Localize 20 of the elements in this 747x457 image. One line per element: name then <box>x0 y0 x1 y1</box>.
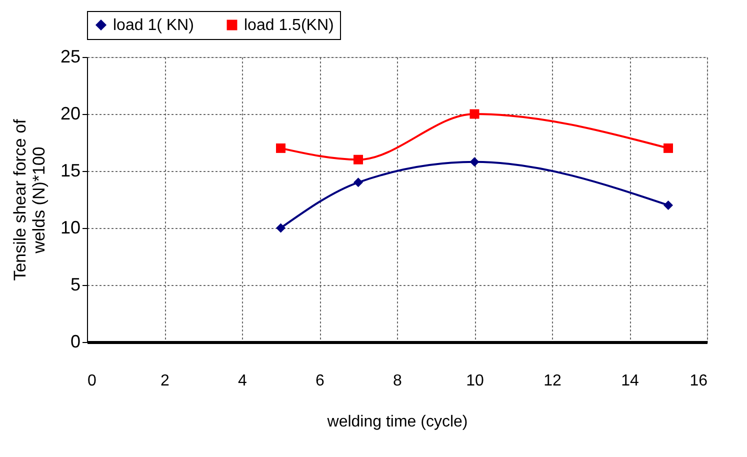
text: welds (N)*100 <box>29 146 48 254</box>
text: Tensile shear force of <box>10 119 30 281</box>
y-tick-label: 5 <box>70 274 80 294</box>
legend-label: load 1( KN) <box>113 17 194 34</box>
x-tick-label: 10 <box>466 372 484 390</box>
y-tick-label: 0 <box>70 332 80 352</box>
x-tick-label: 0 <box>88 372 96 390</box>
x-tick-label: 2 <box>160 372 170 390</box>
y-tick-label: 25 <box>60 46 80 66</box>
y-tick-label: 15 <box>60 160 80 180</box>
x-tick-label: 16 <box>690 372 708 390</box>
x-tick-label: 14 <box>621 372 639 390</box>
x-tick-label: 12 <box>544 372 562 390</box>
x-axis-title: welding time (cycle) <box>326 414 468 430</box>
y-tick-label: 10 <box>60 218 80 238</box>
legend-label: load 1.5(KN) <box>244 17 334 34</box>
x-tick-label: 6 <box>316 372 325 390</box>
x-tick-label: 8 <box>393 372 402 390</box>
y-tick-label: 20 <box>60 104 80 124</box>
x-tick-label: 4 <box>238 372 248 390</box>
